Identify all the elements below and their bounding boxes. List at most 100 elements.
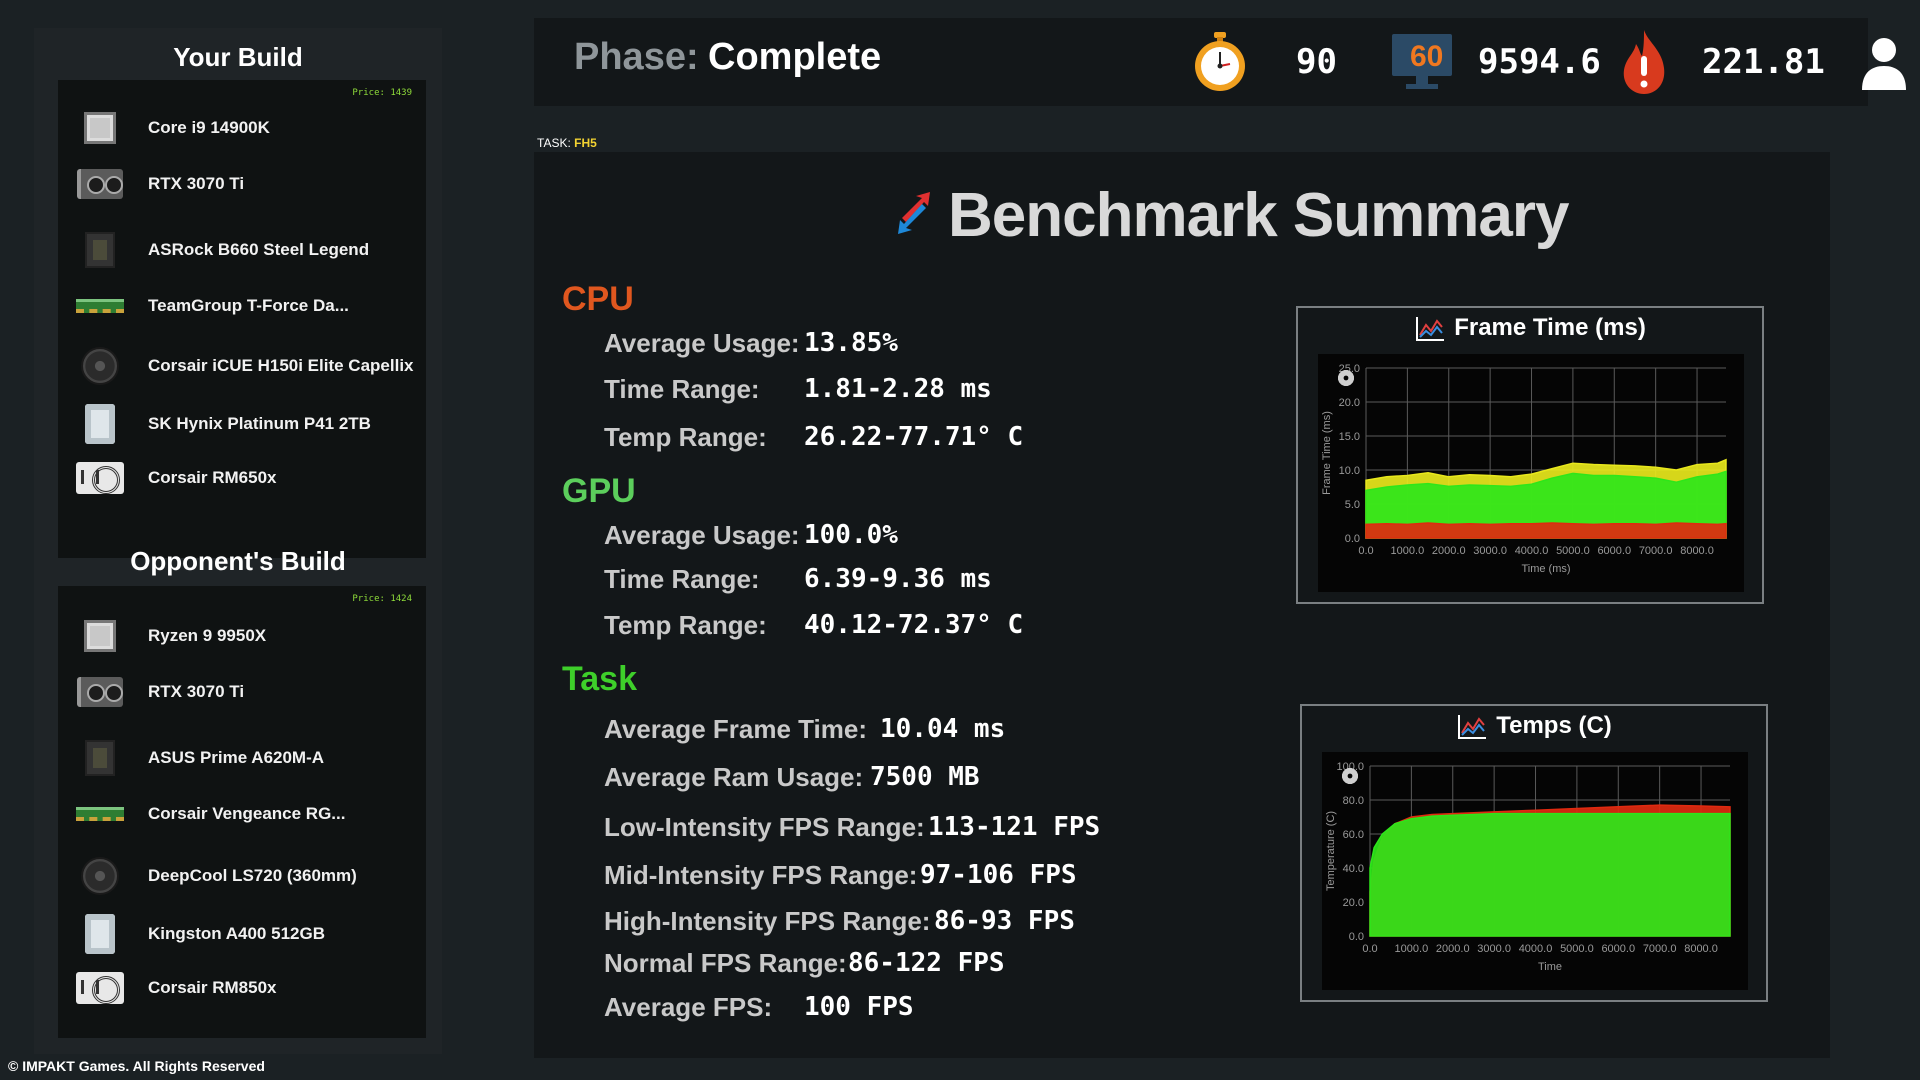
phase-label: Phase:	[574, 36, 699, 78]
cpu-avg-usage-label: Average Usage:	[604, 328, 800, 358]
avg-ram-label: Average Ram Usage:	[604, 762, 864, 792]
gear-icon[interactable]	[1341, 767, 1359, 785]
ram-icon	[76, 286, 124, 326]
gear-icon[interactable]	[1337, 369, 1355, 387]
ssd-icon	[76, 914, 124, 954]
y-tick-label: 15.0	[1339, 431, 1360, 443]
y-tick-label: 20.0	[1343, 897, 1364, 909]
part-name: Corsair iCUE H150i Elite Capellix	[148, 356, 414, 375]
fps-monitor-icon: 60	[1392, 34, 1452, 89]
ssd-icon	[76, 404, 124, 444]
x-tick-label: 7000.0	[1643, 943, 1677, 955]
part-name: Core i9 14900K	[148, 118, 270, 137]
y-tick-label: 40.0	[1343, 863, 1364, 875]
x-tick-label: 1000.0	[1391, 545, 1425, 557]
part-name: DeepCool LS720 (360mm)	[148, 866, 357, 885]
stopwatch-icon	[1195, 32, 1245, 91]
task-tag: TASK: FH5	[537, 136, 597, 150]
x-tick-label: 5000.0	[1560, 943, 1594, 955]
cpu-time-range-label: Time Range:	[604, 374, 760, 404]
gpu-icon	[76, 672, 124, 712]
your-part-storage[interactable]: SK Hynix Platinum P41 2TB	[58, 402, 426, 446]
series-area-2	[1365, 522, 1727, 539]
y-tick-label: 60.0	[1343, 829, 1364, 841]
opponent-part-psu[interactable]: Corsair RM850x	[58, 966, 426, 1010]
cooler-icon	[76, 856, 124, 896]
gpu-avg-usage-label: Average Usage:	[604, 520, 800, 550]
opponent-part-storage[interactable]: Kingston A400 512GB	[58, 912, 426, 956]
cpu-temp-range-value: 26.22-77.71° C	[804, 422, 1024, 452]
builds-sidebar: Your Build Price: 1439 Core i9 14900K RT…	[34, 28, 442, 1054]
gpu-temp-range-label: Temp Range:	[604, 610, 767, 640]
benchmark-summary-panel: Benchmark Summary CPU Average Usage: 13.…	[534, 152, 1830, 1058]
y-tick-label: 0.0	[1345, 533, 1360, 545]
opponent-part-gpu[interactable]: RTX 3070 Ti	[58, 670, 426, 714]
cpu-heading: CPU	[562, 280, 634, 318]
part-name: Ryzen 9 9950X	[148, 626, 267, 645]
x-tick-label: 5000.0	[1556, 545, 1590, 557]
x-tick-label: 2000.0	[1436, 943, 1470, 955]
task-value: FH5	[574, 136, 597, 150]
your-build-list: Price: 1439 Core i9 14900K RTX 3070 Ti A…	[58, 80, 426, 558]
mid-fps-label: Mid-Intensity FPS Range:	[604, 860, 918, 890]
avg-frame-time-value: 10.04 ms	[880, 714, 1006, 744]
temps-chart-title-text: Temps (C)	[1496, 712, 1612, 739]
series-area-1	[1365, 470, 1727, 539]
part-name: RTX 3070 Ti	[148, 682, 245, 701]
opponent-part-cpu[interactable]: Ryzen 9 9950X	[58, 614, 426, 658]
your-part-ram[interactable]: TeamGroup T-Force Da...	[58, 284, 426, 328]
motherboard-icon	[76, 230, 124, 270]
psu-icon	[76, 458, 124, 498]
avg-fps-value: 100 FPS	[804, 992, 914, 1022]
part-name: TeamGroup T-Force Da...	[148, 296, 349, 315]
gpu-avg-usage-value: 100.0%	[804, 520, 898, 550]
cpu-icon	[76, 108, 124, 148]
task-heading: Task	[562, 660, 637, 698]
line-chart-icon	[1458, 714, 1487, 739]
part-name: Corsair RM850x	[148, 978, 277, 997]
your-part-psu[interactable]: Corsair RM650x	[58, 456, 426, 500]
avg-frame-time-label: Average Frame Time:	[604, 714, 868, 744]
frame-time-chart-title-text: Frame Time (ms)	[1454, 314, 1646, 341]
x-tick-label: 6000.0	[1597, 545, 1631, 557]
status-bar: Phase: Complete 90 60 9594.6 221.81	[534, 18, 1906, 106]
your-part-cooler[interactable]: Corsair iCUE H150i Elite Capellix	[58, 344, 426, 388]
refresh-arrows-icon	[898, 192, 930, 234]
y-axis-label: Frame Time (ms)	[1321, 411, 1333, 495]
x-tick-label: 4000.0	[1515, 545, 1549, 557]
gpu-time-range-label: Time Range:	[604, 564, 760, 594]
opponent-part-ram[interactable]: Corsair Vengeance RG...	[58, 792, 426, 836]
temps-chart-area: 0.0 1000.0 2000.0 3000.0 4000.0 5000.0 6000.0 7…	[1322, 752, 1748, 990]
your-part-gpu[interactable]: RTX 3070 Ti	[58, 162, 426, 206]
y-tick-label: 80.0	[1343, 795, 1364, 807]
your-part-motherboard[interactable]: ASRock B660 Steel Legend	[58, 228, 426, 272]
series-area-1	[1369, 812, 1731, 937]
x-tick-label: 1000.0	[1395, 943, 1429, 955]
gpu-temp-range-value: 40.12-72.37° C	[804, 610, 1024, 640]
part-name: SK Hynix Platinum P41 2TB	[148, 414, 371, 433]
y-axis-label: Temperature (C)	[1325, 811, 1337, 891]
opponent-part-cooler[interactable]: DeepCool LS720 (360mm)	[58, 854, 426, 898]
psu-icon	[76, 968, 124, 1008]
flame-icon	[1623, 30, 1665, 94]
x-tick-label: 8000.0	[1684, 943, 1718, 955]
user-profile-icon[interactable]	[1860, 36, 1908, 92]
your-part-cpu[interactable]: Core i9 14900K	[58, 106, 426, 150]
y-tick-label: 10.0	[1339, 465, 1360, 477]
fps-icon-text: 60	[1410, 40, 1443, 73]
mid-fps-value: 97-106 FPS	[920, 860, 1077, 890]
y-tick-label: 5.0	[1345, 499, 1360, 511]
opponent-part-motherboard[interactable]: ASUS Prime A620M-A	[58, 736, 426, 780]
temps-chart-title: Temps (C)	[1302, 712, 1766, 741]
part-name: ASRock B660 Steel Legend	[148, 240, 370, 259]
y-tick-label: 0.0	[1349, 931, 1364, 943]
your-build-price: Price: 1439	[352, 88, 412, 98]
copyright-footer: © IMPAKT Games. All Rights Reserved	[8, 1058, 265, 1074]
gpu-heading: GPU	[562, 472, 636, 510]
temps-chart: 0.0 1000.0 2000.0 3000.0 4000.0 5000.0 6000.0 7…	[1325, 761, 1731, 973]
score-value: 9594.6	[1478, 42, 1601, 82]
line-chart-icon	[1416, 316, 1445, 341]
timer-value: 90	[1296, 42, 1337, 82]
low-fps-value: 113-121 FPS	[928, 812, 1101, 842]
gpu-icon	[76, 164, 124, 204]
